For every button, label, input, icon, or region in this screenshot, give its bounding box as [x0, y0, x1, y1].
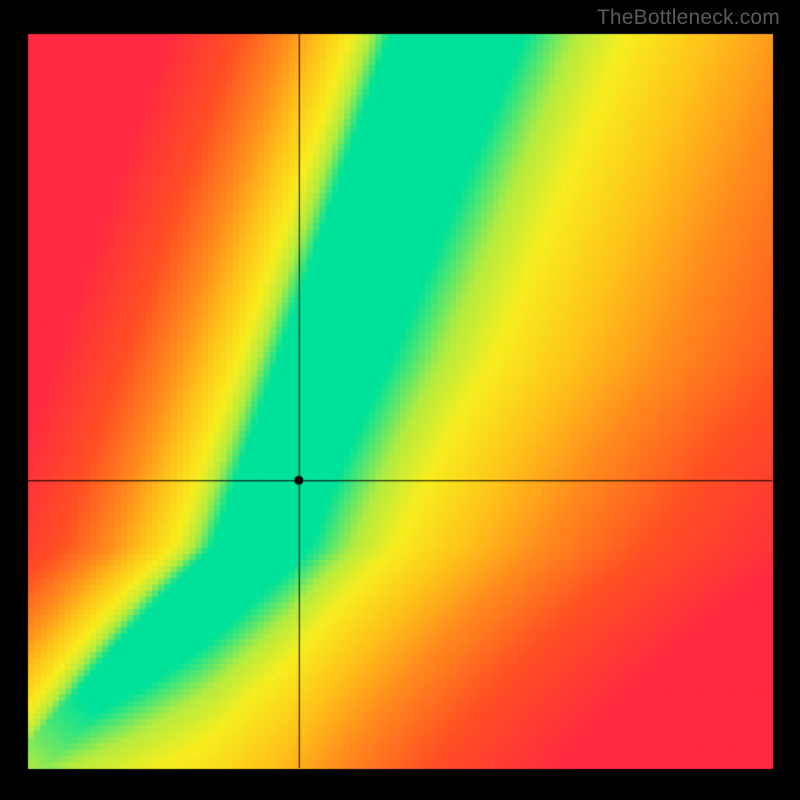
- heatmap-canvas: [0, 0, 800, 800]
- chart-container: { "watermark": "TheBottleneck.com", "can…: [0, 0, 800, 800]
- watermark-text: TheBottleneck.com: [597, 6, 780, 30]
